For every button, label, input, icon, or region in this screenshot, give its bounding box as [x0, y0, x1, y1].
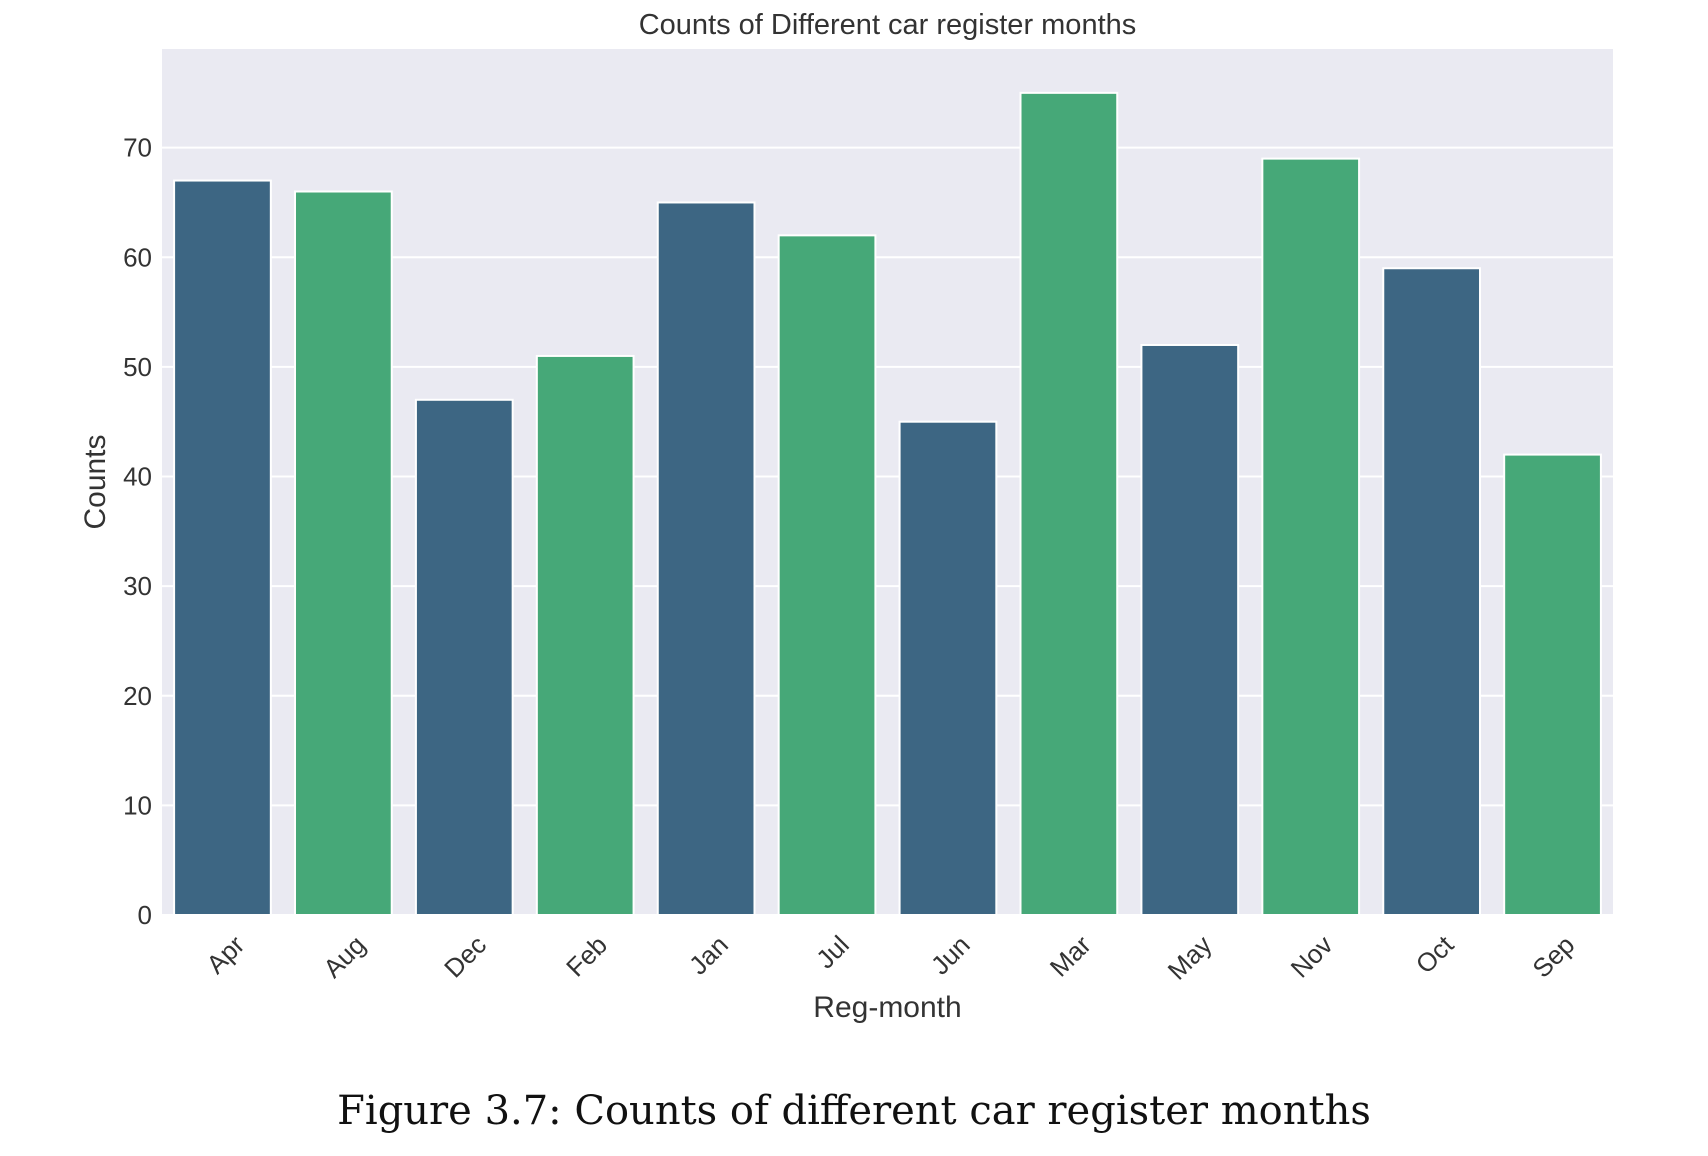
bar-may	[1140, 343, 1240, 916]
x-axis-ticks: Apr Aug Dec Feb Jan Jul Jun Mar May Nov Oct Sep	[200, 929, 1580, 985]
y-tick-label: 50	[123, 352, 152, 382]
y-tick-label: 30	[123, 571, 152, 601]
figure-caption: Figure 3.7: Counts of different car regi…	[337, 1088, 1371, 1134]
bar-oct	[1382, 267, 1481, 917]
y-tick-label: 40	[123, 462, 152, 492]
x-tick-label: Jan	[683, 930, 734, 981]
y-tick-label: 20	[123, 681, 152, 711]
x-tick-label: Dec	[438, 930, 492, 984]
x-tick-label: Jun	[925, 930, 976, 981]
plot-area	[162, 49, 1613, 915]
chart-title: Counts of Different car register months	[639, 9, 1137, 41]
y-tick-label: 10	[123, 790, 152, 820]
x-tick-label: Aug	[317, 930, 371, 984]
x-tick-label: Apr	[200, 929, 250, 979]
x-axis-title: Reg-month	[813, 991, 961, 1024]
bar-aug	[294, 190, 393, 916]
bars	[173, 91, 1602, 917]
x-tick-label: Nov	[1285, 930, 1339, 984]
x-tick-label: Sep	[1526, 930, 1580, 984]
bar-dec	[414, 398, 514, 917]
y-tick-label: 70	[123, 133, 152, 163]
x-tick-label: Mar	[1044, 929, 1097, 982]
bar-jun	[898, 420, 998, 916]
y-tick-label: 60	[123, 242, 152, 272]
x-tick-label: Feb	[560, 930, 613, 983]
y-tick-label: 0	[138, 900, 152, 930]
x-tick-label: May	[1162, 930, 1218, 986]
bar-nov	[1261, 157, 1361, 917]
bar-mar	[1019, 91, 1119, 917]
y-axis-ticks: 0 10 20 30 40 50 60 70	[123, 133, 152, 930]
x-tick-label: Jul	[810, 930, 855, 975]
bar-jan	[656, 201, 756, 916]
gridlines	[162, 146, 1613, 916]
bar-apr	[173, 179, 272, 916]
bar-jul	[777, 234, 877, 916]
y-axis-title: Counts	[79, 434, 112, 529]
bar-feb	[535, 354, 635, 916]
x-tick-label: Oct	[1410, 929, 1460, 979]
bar-sep	[1503, 453, 1602, 916]
